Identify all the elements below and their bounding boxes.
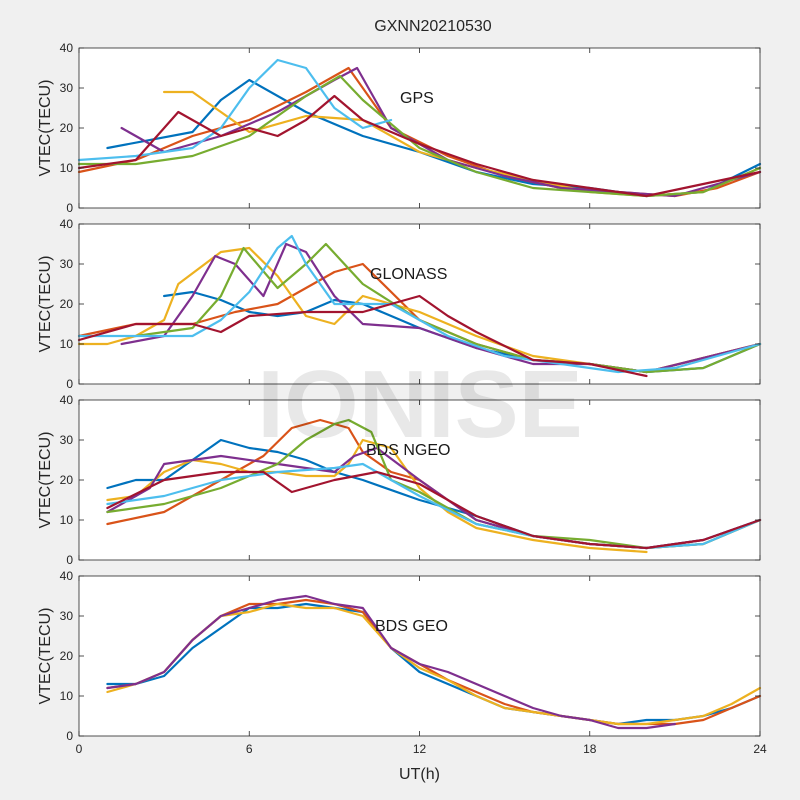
y-tick-label: 40 (60, 569, 74, 583)
panels: 0 10 20 30 40 VTEC(TECU) GPS 0 10 20 30 40 VTEC(TECU… (37, 41, 767, 783)
x-tick-label: 0 (76, 742, 83, 756)
series-line-3 (106, 594, 677, 730)
y-tick-label: 40 (60, 393, 74, 407)
panel-annotation: GPS (400, 90, 434, 107)
y-tick-label: 20 (60, 121, 74, 135)
y-tick-label: 30 (60, 609, 74, 623)
y-tick-label: 20 (60, 473, 74, 487)
x-tick-label: 6 (246, 742, 253, 756)
y-tick-label: 10 (60, 161, 74, 175)
plot-area (79, 48, 760, 208)
x-tick-label: 18 (583, 742, 597, 756)
x-axis-label: UT(h) (399, 766, 440, 783)
y-tick-label: 0 (66, 553, 73, 567)
figure-title: GXNN20210530 (374, 18, 492, 35)
y-tick-label: 10 (60, 689, 74, 703)
panel-annotation: BDS GEO (375, 618, 448, 635)
y-tick-label: 0 (66, 729, 73, 743)
series-line-0 (106, 602, 762, 726)
series-line-6 (77, 94, 762, 198)
series-line-2 (106, 438, 648, 554)
series-line-2 (77, 246, 762, 374)
y-tick-label: 40 (60, 217, 74, 231)
x-tick-label: 12 (413, 742, 427, 756)
panel-3: 0 10 20 30 40 0 6 12 18 24 VTEC(TECU) BDS GEO UT(h) (37, 569, 767, 783)
y-tick-label: 40 (60, 41, 74, 55)
series-line-6 (106, 470, 762, 550)
plot-area (79, 224, 760, 384)
panel-0: 0 10 20 30 40 VTEC(TECU) GPS (37, 41, 762, 215)
y-tick-label: 30 (60, 257, 74, 271)
watermark: IONISE (257, 351, 582, 458)
y-tick-label: 30 (60, 433, 74, 447)
panel-2: 0 10 20 30 40 VTEC(TECU) BDS NGEO (37, 393, 762, 567)
y-axis-label: VTEC(TECU) (37, 608, 54, 705)
y-tick-label: 30 (60, 81, 74, 95)
x-tick-label: 24 (753, 742, 767, 756)
y-tick-label: 10 (60, 513, 74, 527)
panel-annotation: BDS NGEO (366, 442, 450, 459)
panel-annotation: GLONASS (370, 266, 447, 283)
y-tick-label: 20 (60, 649, 74, 663)
y-axis-label: VTEC(TECU) (37, 256, 54, 353)
series-line-6 (77, 294, 648, 378)
y-axis-label: VTEC(TECU) (37, 432, 54, 529)
y-tick-label: 10 (60, 337, 74, 351)
y-axis-label: VTEC(TECU) (37, 80, 54, 177)
panel-1: 0 10 20 30 40 VTEC(TECU) GLONASS (37, 217, 762, 391)
y-tick-label: 20 (60, 297, 74, 311)
y-tick-label: 0 (66, 201, 73, 215)
y-tick-label: 0 (66, 377, 73, 391)
series-line-5 (77, 58, 393, 162)
series-line-4 (134, 242, 762, 374)
plot-area (79, 576, 760, 736)
